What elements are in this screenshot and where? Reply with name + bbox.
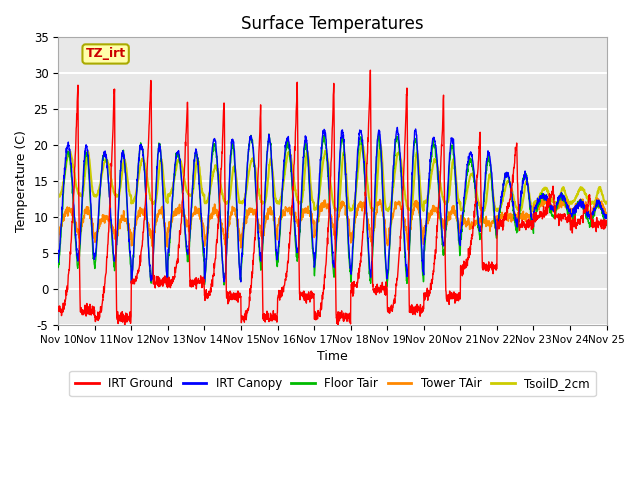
Floor Tair (54, 264, 62, 270)
IRT Ground (367, 67, 374, 73)
IRT Ground (570, 219, 578, 225)
Floor Tair (360, 171, 368, 177)
IRT Ground (603, 220, 611, 226)
Line: Floor Tair: Floor Tair (58, 134, 607, 286)
Floor Tair (207, 167, 215, 172)
Tower TAir (492, 217, 500, 223)
IRT Ground (492, 267, 500, 273)
IRT Canopy (207, 159, 215, 165)
IRT Canopy (127, 280, 135, 286)
Line: Tower TAir: Tower TAir (58, 198, 607, 252)
TsoilD_2cm (492, 207, 500, 213)
Tower TAir (603, 216, 611, 221)
Tower TAir (360, 202, 368, 208)
Text: TZ_irt: TZ_irt (86, 48, 125, 60)
IRT Canopy (360, 159, 368, 165)
Floor Tair (570, 207, 578, 213)
Tower TAir (54, 234, 62, 240)
Y-axis label: Temperature (C): Temperature (C) (15, 130, 28, 232)
IRT Canopy (570, 207, 578, 213)
IRT Canopy (349, 251, 356, 256)
Legend: IRT Ground, IRT Canopy, Floor Tair, Tower TAir, TsoilD_2cm: IRT Ground, IRT Canopy, Floor Tair, Towe… (69, 371, 596, 396)
IRT Canopy (394, 124, 401, 130)
IRT Ground (555, 213, 563, 218)
Tower TAir (593, 195, 601, 201)
Floor Tair (555, 199, 563, 204)
TsoilD_2cm (384, 208, 392, 214)
IRT Ground (360, 211, 368, 217)
IRT Ground (349, 283, 356, 289)
Floor Tair (265, 131, 273, 137)
TsoilD_2cm (555, 198, 563, 204)
Line: IRT Ground: IRT Ground (58, 70, 607, 327)
Title: Surface Temperatures: Surface Temperatures (241, 15, 424, 33)
Tower TAir (222, 249, 230, 255)
Floor Tair (383, 283, 391, 289)
Floor Tair (349, 261, 356, 266)
Tower TAir (349, 229, 356, 235)
Floor Tair (492, 233, 500, 239)
X-axis label: Time: Time (317, 350, 348, 363)
TsoilD_2cm (570, 197, 578, 203)
IRT Ground (54, 306, 62, 312)
IRT Canopy (54, 259, 62, 265)
Line: IRT Canopy: IRT Canopy (58, 127, 607, 283)
Floor Tair (603, 221, 611, 227)
IRT Canopy (555, 197, 563, 203)
Tower TAir (570, 206, 577, 212)
TsoilD_2cm (376, 141, 384, 147)
TsoilD_2cm (207, 182, 215, 188)
TsoilD_2cm (360, 149, 368, 155)
IRT Canopy (492, 226, 500, 232)
Tower TAir (207, 215, 215, 220)
TsoilD_2cm (348, 206, 356, 212)
TsoilD_2cm (54, 192, 62, 197)
IRT Ground (207, 281, 215, 287)
IRT Canopy (603, 215, 611, 221)
Tower TAir (554, 202, 562, 207)
Line: TsoilD_2cm: TsoilD_2cm (58, 144, 607, 211)
IRT Ground (121, 324, 129, 330)
TsoilD_2cm (603, 199, 611, 204)
